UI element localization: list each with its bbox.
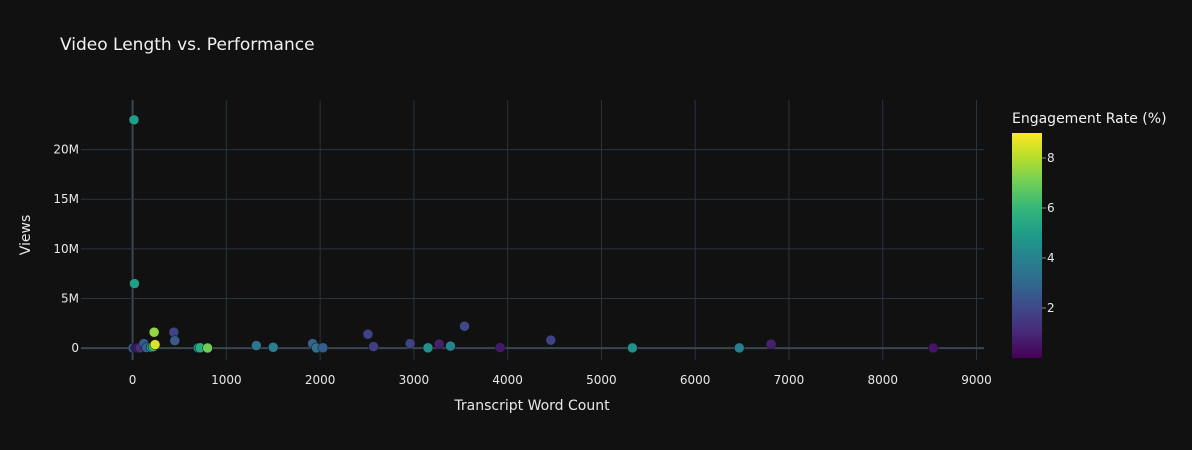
x-tick-label: 8000 [867, 373, 898, 387]
data-point [928, 342, 939, 354]
y-tick-label: 20M [53, 143, 79, 157]
colorbar-tick-label: 2 [1047, 301, 1055, 315]
data-point [433, 338, 445, 350]
data-point [404, 338, 416, 349]
x-tick-label: 9000 [961, 373, 992, 387]
data-point [368, 341, 379, 352]
x-tick-label: 7000 [774, 373, 805, 387]
colorbar-tick-label: 4 [1047, 251, 1055, 265]
data-point [317, 342, 329, 354]
colorbar-tick-label: 6 [1047, 201, 1055, 215]
data-point [149, 339, 161, 350]
data-point [169, 335, 181, 346]
x-tick-label: 0 [129, 373, 137, 387]
data-point [445, 340, 456, 352]
data-point [128, 114, 140, 126]
colorbar-tick-label: 8 [1047, 151, 1055, 165]
data-point [734, 342, 745, 354]
data-point [129, 278, 140, 289]
data-point [202, 342, 213, 354]
data-point [765, 338, 777, 350]
data-points [127, 114, 939, 354]
x-tick-label: 2000 [305, 373, 336, 387]
data-point [362, 328, 374, 340]
y-axis-ticks: 0 5M 10M 15M 20M [53, 143, 79, 355]
x-tick-label: 5000 [586, 373, 617, 387]
x-tick-label: 3000 [399, 373, 430, 387]
colorbar-ticks: 2 4 6 8 [1042, 151, 1055, 315]
data-point [545, 334, 557, 346]
y-axis-title: Views [18, 215, 34, 256]
x-axis-title: Transcript Word Count [453, 398, 610, 414]
x-tick-label: 4000 [492, 373, 523, 387]
colorbar-title: Engagement Rate (%) [1012, 111, 1167, 127]
data-point [251, 340, 262, 351]
grid [81, 100, 984, 360]
data-point [267, 342, 279, 353]
colorbar [1012, 133, 1042, 358]
y-tick-label: 5M [61, 291, 79, 305]
x-tick-label: 1000 [211, 373, 242, 387]
data-point [459, 321, 470, 332]
chart-title: Video Length vs. Performance [60, 35, 315, 55]
y-tick-label: 15M [53, 192, 79, 206]
y-tick-label: 0 [71, 341, 79, 355]
x-tick-label: 6000 [680, 373, 711, 387]
y-tick-label: 10M [53, 242, 79, 256]
data-point [422, 342, 434, 354]
x-axis-ticks: 0 1000 2000 3000 4000 5000 6000 7000 8000 9000 [129, 373, 992, 387]
data-point [148, 326, 160, 338]
data-point [627, 342, 638, 354]
data-point [494, 342, 506, 353]
